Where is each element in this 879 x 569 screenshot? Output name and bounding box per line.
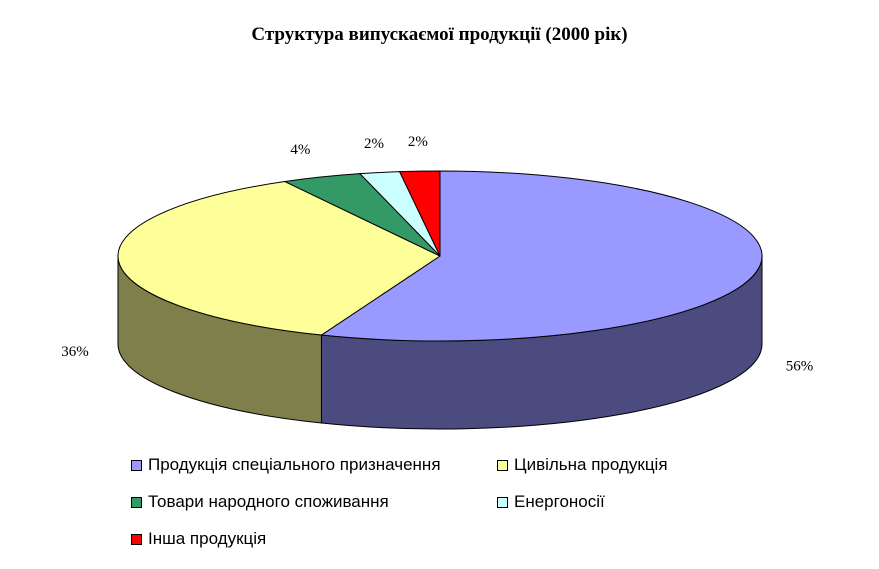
pie-slice-4 [398,170,441,257]
legend-swatch-3 [497,496,508,508]
legend-item-4: Інша продукція [131,529,266,549]
legend-item-3: Енергоносії [497,492,605,512]
legend-swatch-1 [497,459,508,471]
legend-item-2: Товари народного споживання [131,492,389,512]
legend-item-0: Продукція спеціального призначення [131,455,441,475]
legend-swatch-0 [131,459,142,471]
legend-label-3: Енергоносії [514,492,605,511]
legend-label-2: Товари народного споживання [148,492,389,511]
chart-title: Структура випускаємої продукції (2000 рі… [251,24,628,45]
legend-swatch-2 [131,496,142,508]
legend-label-1: Цивільна продукція [514,455,668,474]
pie-slice-1 [117,180,442,336]
pie-labels: 56% 36% 4% 2% 2% [61,134,813,374]
pie-data-label-1: 36% [61,344,89,360]
pie-top [117,170,763,342]
pie-data-label-0: 56% [786,359,814,375]
legend-label-4: Інша продукція [148,529,267,548]
legend-item-1: Цивільна продукція [497,455,668,475]
legend-label-0: Продукція спеціального призначення [148,455,441,474]
pie-sides [117,255,763,430]
pie-data-label-2: 4% [290,142,310,158]
pie-data-label-3: 2% [364,136,384,152]
pie-data-label-4: 2% [408,134,428,150]
pie-slice-0 [320,170,763,342]
legend-swatch-4 [131,533,142,545]
